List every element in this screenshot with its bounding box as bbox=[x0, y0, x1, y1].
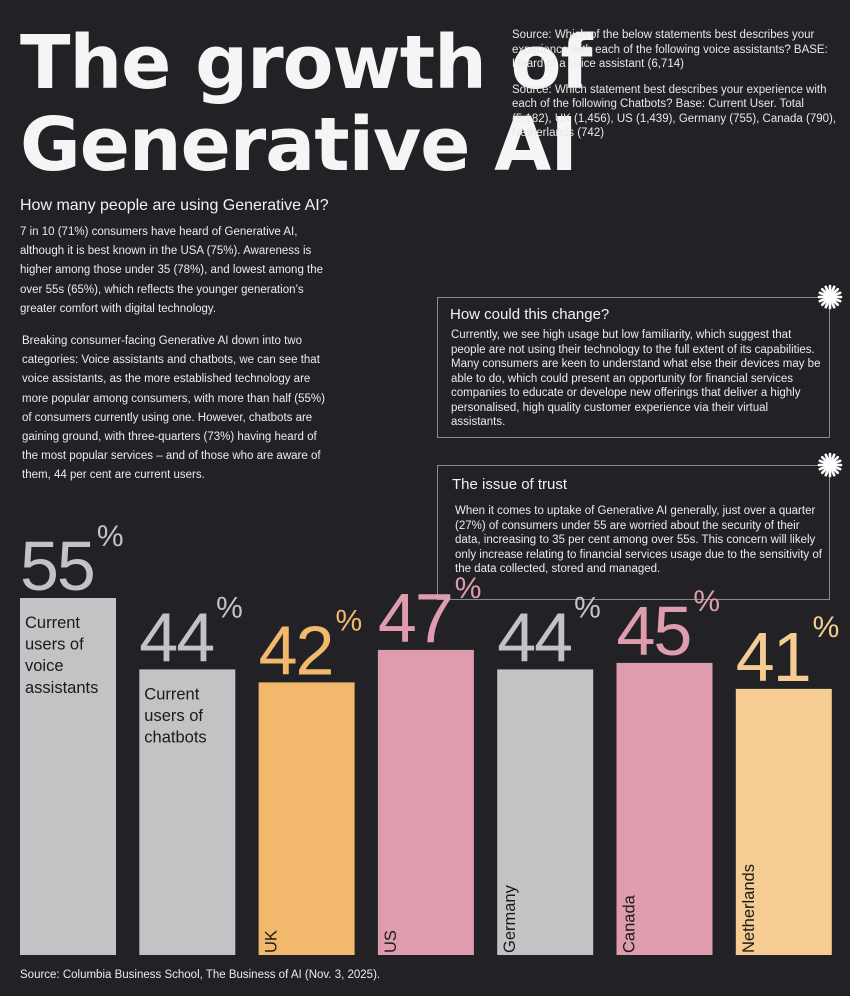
value-label-netherlands: 41 bbox=[736, 618, 810, 696]
intro-paragraph-1: 7 in 10 (71%) consumers have heard of Ge… bbox=[20, 226, 324, 315]
bar-current-users-of-voice-assistants bbox=[20, 598, 116, 955]
value-label-current-users-of-voice-assistants: 55 bbox=[20, 527, 94, 605]
asterisk-icon bbox=[817, 452, 843, 478]
percent-sign-current-users-of-chatbots: % bbox=[216, 591, 243, 624]
value-label-germany: 44 bbox=[497, 598, 571, 676]
bar-canada bbox=[616, 662, 713, 955]
asterisk-icon bbox=[817, 284, 843, 310]
category-label-current-users-of-chatbots: Current users of chatbots bbox=[144, 685, 206, 746]
category-label-current-users-of-voice-assistants: Current users of voice assistants bbox=[25, 614, 98, 697]
value-label-current-users-of-chatbots: 44 bbox=[139, 598, 213, 676]
title-line-2: Generative AI bbox=[20, 102, 578, 188]
usage-bar-chart: 55 % Current users of voice assistants 44 % Curr… bbox=[20, 520, 840, 955]
category-label-netherlands: Netherlands bbox=[740, 864, 758, 953]
intro-question: How many people are using Generative AI? bbox=[20, 197, 329, 214]
percent-sign-us: % bbox=[455, 572, 482, 605]
bar-germany bbox=[497, 669, 594, 955]
info-box-change-title: How could this change? bbox=[450, 306, 610, 323]
category-label-canada: Canada bbox=[621, 894, 639, 953]
category-label-uk: UK bbox=[263, 930, 281, 953]
category-label-us: US bbox=[382, 930, 400, 953]
percent-sign-netherlands: % bbox=[813, 611, 840, 644]
info-box-trust-text: When it comes to uptake of Generative AI… bbox=[455, 505, 822, 575]
value-label-uk: 42 bbox=[259, 611, 333, 689]
percent-sign-germany: % bbox=[574, 591, 601, 624]
category-label-germany: Germany bbox=[501, 884, 519, 953]
bar-uk bbox=[258, 682, 355, 955]
value-label-us: 47 bbox=[378, 579, 452, 657]
info-box-change: How could this change? Currently, we see… bbox=[437, 297, 830, 438]
percent-sign-canada: % bbox=[693, 585, 720, 618]
bar-us bbox=[377, 649, 474, 955]
sources-block: Source: Which of the below statements be… bbox=[512, 28, 837, 152]
title-line-1: The growth of bbox=[20, 20, 593, 106]
bar-netherlands bbox=[735, 688, 832, 955]
source-voice: Source: Which of the below statements be… bbox=[512, 29, 828, 70]
info-box-trust: The issue of trust When it comes to upta… bbox=[437, 465, 830, 600]
intro-paragraph-2: Breaking consumer-facing Generative AI d… bbox=[22, 335, 325, 482]
source-chatbots: Source: Which statement best describes y… bbox=[512, 83, 837, 140]
percent-sign-current-users-of-voice-assistants: % bbox=[97, 520, 124, 553]
info-box-change-text: Currently, we see high usage but low fam… bbox=[451, 329, 821, 428]
page-title: The growth of Generative AI bbox=[20, 20, 593, 188]
footer-source: Source: Columbia Business School, The Bu… bbox=[20, 969, 381, 981]
value-label-canada: 45 bbox=[617, 592, 691, 670]
percent-sign-uk: % bbox=[335, 604, 362, 637]
info-box-trust-title: The issue of trust bbox=[452, 476, 568, 493]
bar-current-users-of-chatbots bbox=[139, 669, 236, 955]
